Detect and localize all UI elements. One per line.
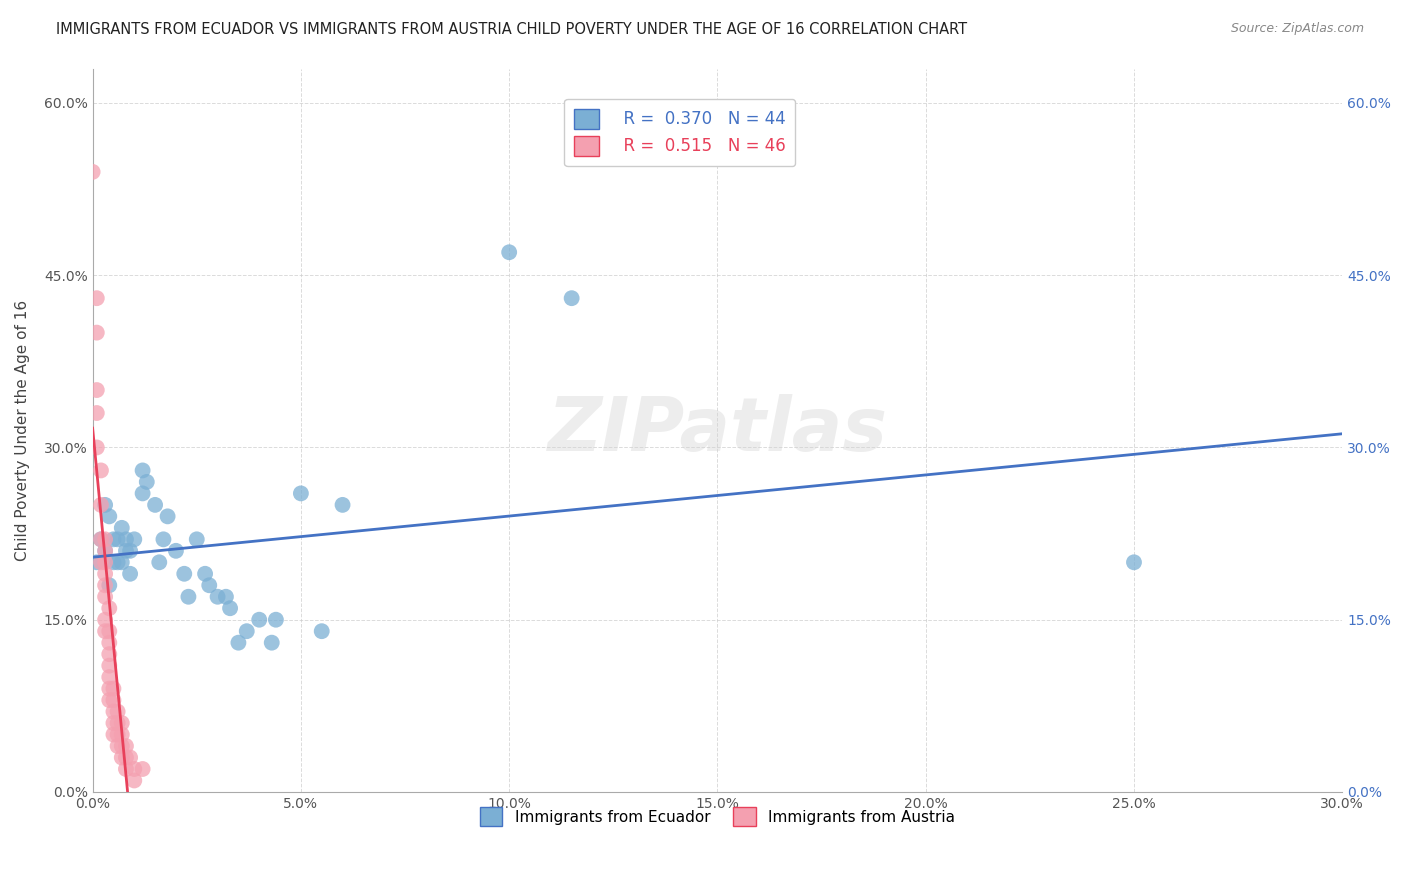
Point: [107, 727, 129, 741]
Point: [264, 613, 287, 627]
Point: [86, 555, 108, 569]
Point: [107, 705, 129, 719]
Point: [90, 498, 112, 512]
Point: [103, 693, 125, 707]
Point: [98, 624, 121, 639]
Point: [103, 533, 125, 547]
Point: [86, 291, 108, 305]
Point: [103, 555, 125, 569]
Point: [111, 750, 134, 764]
Point: [98, 647, 121, 661]
Point: [90, 533, 112, 547]
Point: [103, 681, 125, 696]
Point: [94, 555, 117, 569]
Point: [86, 406, 108, 420]
Point: [111, 727, 134, 741]
Point: [148, 555, 170, 569]
Point: [107, 555, 129, 569]
Point: [115, 762, 138, 776]
Point: [124, 762, 146, 776]
Point: [111, 739, 134, 753]
Point: [94, 578, 117, 592]
Point: [332, 498, 354, 512]
Point: [94, 613, 117, 627]
Point: [86, 383, 108, 397]
Point: [156, 509, 179, 524]
Point: [98, 601, 121, 615]
Point: [115, 533, 138, 547]
Point: [247, 613, 270, 627]
Point: [111, 521, 134, 535]
Y-axis label: Child Poverty Under the Age of 16: Child Poverty Under the Age of 16: [15, 300, 30, 561]
Point: [120, 544, 142, 558]
Point: [98, 658, 121, 673]
Point: [98, 681, 121, 696]
Point: [290, 486, 312, 500]
Point: [94, 590, 117, 604]
Point: [98, 693, 121, 707]
Point: [120, 750, 142, 764]
Point: [86, 326, 108, 340]
Point: [219, 601, 242, 615]
Point: [131, 762, 153, 776]
Point: [103, 716, 125, 731]
Point: [194, 566, 217, 581]
Point: [135, 475, 157, 489]
Point: [111, 555, 134, 569]
Point: [107, 739, 129, 753]
Point: [207, 590, 229, 604]
Point: [107, 533, 129, 547]
Point: [103, 727, 125, 741]
Point: [115, 544, 138, 558]
Point: [111, 716, 134, 731]
Text: Source: ZipAtlas.com: Source: ZipAtlas.com: [1230, 22, 1364, 36]
Point: [120, 566, 142, 581]
Point: [131, 463, 153, 477]
Point: [1123, 555, 1146, 569]
Point: [94, 544, 117, 558]
Point: [198, 578, 221, 592]
Point: [165, 544, 187, 558]
Point: [86, 441, 108, 455]
Point: [98, 578, 121, 592]
Point: [131, 486, 153, 500]
Point: [186, 533, 208, 547]
Point: [177, 590, 200, 604]
Point: [124, 773, 146, 788]
Point: [124, 533, 146, 547]
Point: [561, 291, 583, 305]
Point: [94, 624, 117, 639]
Point: [90, 463, 112, 477]
Point: [103, 705, 125, 719]
Point: [215, 590, 238, 604]
Point: [98, 509, 121, 524]
Point: [107, 716, 129, 731]
Point: [98, 670, 121, 684]
Point: [115, 739, 138, 753]
Point: [173, 566, 195, 581]
Point: [152, 533, 174, 547]
Point: [311, 624, 333, 639]
Text: IMMIGRANTS FROM ECUADOR VS IMMIGRANTS FROM AUSTRIA CHILD POVERTY UNDER THE AGE O: IMMIGRANTS FROM ECUADOR VS IMMIGRANTS FR…: [56, 22, 967, 37]
Point: [260, 635, 283, 649]
Point: [90, 555, 112, 569]
Point: [98, 635, 121, 649]
Point: [82, 165, 104, 179]
Point: [94, 533, 117, 547]
Point: [94, 544, 117, 558]
Point: [235, 624, 257, 639]
Point: [228, 635, 250, 649]
Point: [115, 750, 138, 764]
Point: [498, 245, 520, 260]
Point: [94, 498, 117, 512]
Text: ZIPatlas: ZIPatlas: [547, 393, 887, 467]
Point: [143, 498, 166, 512]
Point: [90, 533, 112, 547]
Point: [94, 566, 117, 581]
Legend: Immigrants from Ecuador, Immigrants from Austria: Immigrants from Ecuador, Immigrants from…: [471, 798, 965, 835]
